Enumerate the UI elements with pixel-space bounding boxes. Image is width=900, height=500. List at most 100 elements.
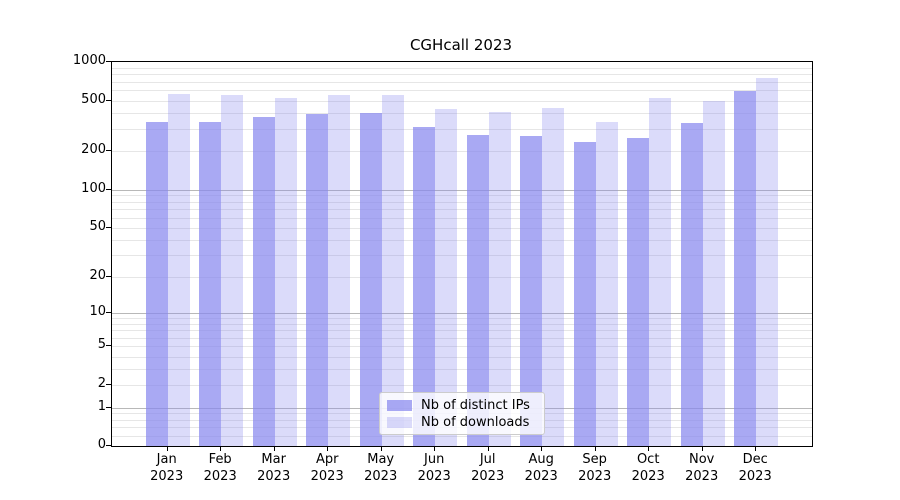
- y-tick-mark-200: [106, 150, 111, 152]
- gridline-minor-700: [112, 81, 812, 83]
- x-tick-mark-apr-2023: [327, 446, 329, 451]
- gridline-minor-4: [112, 356, 812, 358]
- gridline-minor-70: [112, 209, 812, 211]
- gridline-major-100: [112, 189, 812, 191]
- x-tick-label-nov-2023: Nov 2023: [685, 452, 719, 484]
- bar-downloads-dec-2023: [756, 78, 779, 446]
- x-tick-mark-jun-2023: [434, 446, 436, 451]
- y-tick-mark-2: [106, 383, 111, 385]
- y-tick-mark-5: [106, 345, 111, 347]
- y-tick-label-200: 200: [81, 142, 106, 158]
- bar-distinct-ips-jul-2023: [466, 135, 489, 446]
- gridline-minor-9: [112, 318, 812, 319]
- legend-label-distinct-ips: Nb of distinct IPs: [421, 398, 530, 413]
- gridline-minor-80: [112, 201, 812, 203]
- bar-downloads-jun-2023: [435, 108, 458, 446]
- y-tick-label-50: 50: [89, 218, 106, 234]
- x-tick-label-apr-2023: Apr 2023: [310, 452, 344, 484]
- x-tick-mark-dec-2023: [755, 446, 757, 451]
- x-tick-mark-nov-2023: [701, 446, 703, 451]
- gridline-minor-40: [112, 239, 812, 241]
- y-tick-mark-100: [106, 188, 111, 190]
- x-tick-mark-mar-2023: [273, 446, 275, 451]
- bar-downloads-jan-2023: [167, 94, 190, 446]
- x-tick-label-jun-2023: Jun 2023: [417, 452, 451, 484]
- bar-downloads-feb-2023: [221, 95, 244, 446]
- bar-distinct-ips-jan-2023: [145, 122, 168, 446]
- x-tick-label-oct-2023: Oct 2023: [631, 452, 665, 484]
- bar-downloads-jul-2023: [488, 112, 511, 446]
- gridline-minor-20: [112, 276, 812, 278]
- x-tick-mark-jan-2023: [166, 446, 168, 451]
- x-tick-label-may-2023: May 2023: [364, 452, 398, 484]
- gridline-minor-600: [112, 90, 812, 92]
- gridline-minor-3: [112, 368, 812, 370]
- bar-distinct-ips-aug-2023: [520, 136, 543, 446]
- gridline-minor-5: [112, 346, 812, 348]
- gridline-minor-90: [112, 195, 812, 197]
- gridline-minor-900: [112, 67, 812, 69]
- gridline-minor-6: [112, 337, 812, 339]
- y-tick-mark-10: [106, 311, 111, 313]
- y-tick-label-0: 0: [97, 437, 106, 452]
- y-tick-mark-1: [106, 406, 111, 408]
- y-tick-mark-0: [106, 445, 111, 446]
- legend-row-ips: Nb of distinct IPs: [387, 398, 536, 413]
- y-tick-label-10: 10: [89, 303, 106, 319]
- plot-area: [111, 61, 813, 447]
- legend-label-downloads: Nb of downloads: [421, 415, 530, 430]
- x-tick-label-aug-2023: Aug 2023: [524, 452, 558, 484]
- y-tick-label-1000: 1000: [72, 53, 106, 68]
- bar-downloads-mar-2023: [274, 98, 297, 446]
- bar-distinct-ips-sep-2023: [573, 141, 596, 446]
- y-tick-label-2: 2: [97, 375, 106, 391]
- chart-title: CGHcall 2023: [409, 36, 513, 54]
- bar-downloads-nov-2023: [702, 100, 725, 446]
- x-tick-label-sep-2023: Sep 2023: [578, 452, 612, 484]
- bar-distinct-ips-nov-2023: [680, 122, 703, 446]
- gridline-minor-800: [112, 74, 812, 76]
- x-tick-label-jul-2023: Jul 2023: [471, 452, 505, 484]
- y-tick-mark-50: [106, 226, 111, 228]
- gridline-minor-30: [112, 255, 812, 257]
- x-tick-label-feb-2023: Feb 2023: [203, 452, 237, 484]
- bar-downloads-apr-2023: [328, 95, 351, 446]
- y-tick-label-100: 100: [81, 180, 106, 196]
- bar-distinct-ips-may-2023: [359, 113, 382, 446]
- x-tick-mark-jul-2023: [487, 446, 489, 451]
- gridline-minor-0.2: [112, 435, 812, 437]
- gridline-minor-8: [112, 323, 812, 325]
- bar-downloads-oct-2023: [649, 98, 672, 446]
- legend-swatch-distinct-ips: [387, 400, 412, 411]
- x-tick-label-jan-2023: Jan 2023: [150, 452, 184, 484]
- gridline-minor-50: [112, 227, 812, 229]
- y-tick-label-500: 500: [81, 91, 106, 107]
- bar-distinct-ips-oct-2023: [627, 137, 650, 446]
- bar-downloads-sep-2023: [595, 122, 618, 446]
- legend-swatch-downloads: [387, 417, 412, 428]
- y-tick-label-20: 20: [89, 267, 106, 283]
- bar-distinct-ips-feb-2023: [199, 122, 222, 446]
- y-tick-label-5: 5: [97, 337, 106, 353]
- x-tick-label-dec-2023: Dec 2023: [738, 452, 772, 484]
- y-tick-mark-500: [106, 99, 111, 101]
- x-tick-mark-feb-2023: [220, 446, 222, 451]
- gridline-minor-7: [112, 330, 812, 332]
- bar-distinct-ips-jun-2023: [413, 127, 436, 446]
- gridline-minor-2: [112, 384, 812, 386]
- gridline-minor-500: [112, 100, 812, 102]
- x-tick-label-mar-2023: Mar 2023: [257, 452, 291, 484]
- gridline-minor-300: [112, 128, 812, 130]
- bar-distinct-ips-apr-2023: [306, 114, 329, 446]
- bar-downloads-may-2023: [381, 94, 404, 446]
- bar-distinct-ips-dec-2023: [734, 90, 757, 446]
- gridline-minor-60: [112, 217, 812, 219]
- legend-row-downloads: Nb of downloads: [387, 415, 536, 430]
- y-tick-mark-1000: [106, 61, 111, 62]
- bar-distinct-ips-mar-2023: [252, 116, 275, 446]
- legend: Nb of distinct IPs Nb of downloads: [379, 392, 545, 435]
- x-tick-mark-may-2023: [380, 446, 382, 451]
- gridline-minor-200: [112, 151, 812, 153]
- y-tick-label-1: 1: [97, 398, 106, 414]
